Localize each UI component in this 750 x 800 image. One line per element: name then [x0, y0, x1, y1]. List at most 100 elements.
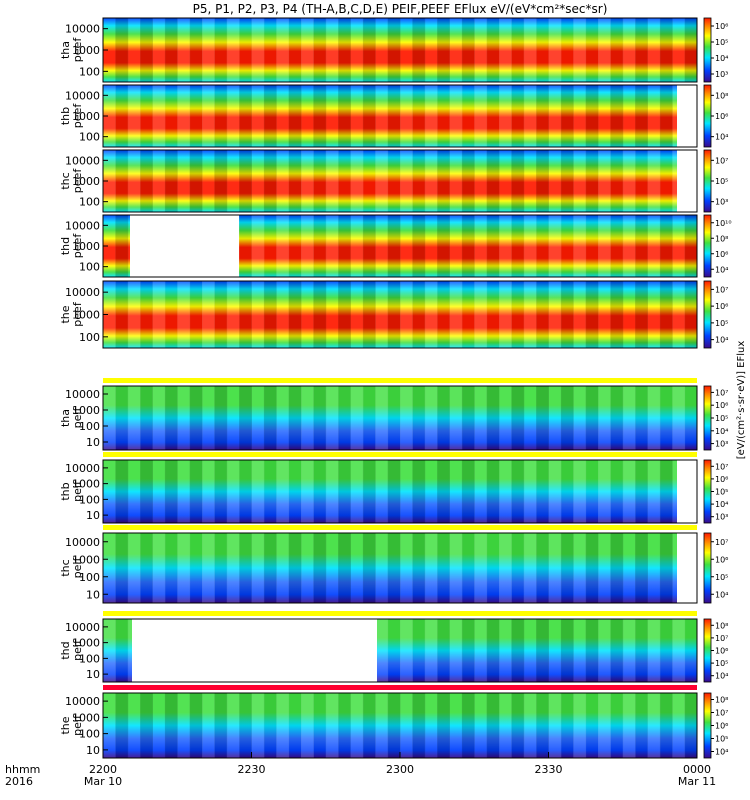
time-column	[164, 18, 178, 82]
panel-the-peif: 10000 1000 100 10 the peif 10⁸ 10⁷ 10⁶ 10⁵ 10⁴	[59, 685, 728, 759]
colorbar-tick-label: 10⁴	[715, 748, 728, 757]
time-column	[387, 386, 401, 450]
y-axis-label-quantity: peif	[71, 639, 84, 661]
time-column	[177, 533, 191, 603]
time-column	[362, 386, 376, 450]
time-column	[523, 533, 537, 603]
time-column	[647, 215, 661, 277]
time-column	[659, 619, 673, 682]
time-column	[325, 460, 339, 523]
time-column	[511, 460, 525, 523]
time-column	[189, 693, 203, 758]
colorbar	[703, 17, 712, 83]
data-gap	[677, 460, 697, 523]
time-column	[437, 150, 450, 212]
time-column	[140, 18, 153, 82]
time-column	[251, 215, 265, 277]
time-column	[387, 533, 401, 603]
colorbar-tick-label: 10⁷	[715, 285, 728, 294]
panel-thc-peif: 10000 1000 100 10 thc peif 10⁷ 10⁶ 10⁵ 10⁴	[59, 525, 728, 604]
quality-flag-bar	[103, 611, 697, 616]
time-column	[325, 215, 339, 277]
time-column	[449, 150, 463, 212]
panel-thc-peef: 10000 1000 100 thc peef 10⁷ 10⁵ 10³	[59, 149, 728, 213]
time-column	[202, 386, 215, 450]
time-column	[202, 85, 215, 147]
time-column	[659, 18, 673, 82]
data-gap	[677, 533, 697, 603]
time-column	[635, 85, 648, 147]
colorbar-tick-label: 10⁶	[715, 401, 728, 410]
time-column	[610, 619, 624, 682]
y-tick-label: 10000	[65, 23, 100, 36]
time-column	[127, 18, 141, 82]
time-column	[239, 18, 252, 82]
data-gap	[677, 150, 697, 212]
colorbar-tick-label: 10³	[715, 513, 728, 522]
colorbar-tick-label: 10³	[715, 198, 728, 207]
time-column	[536, 619, 549, 682]
time-column	[598, 281, 611, 348]
colorbar-tick-label: 10⁸	[715, 621, 728, 630]
time-column	[152, 460, 166, 523]
time-column	[325, 281, 339, 348]
colorbar-tick-label: 10³	[715, 70, 728, 79]
time-column	[560, 281, 574, 348]
panel-thb-peif: 10000 1000 100 10 thb peif 10⁷ 10⁶ 10⁵ 10⁴ 10³	[59, 452, 728, 524]
time-column	[115, 215, 129, 277]
x-tick-label-time: 2330	[535, 763, 563, 776]
time-column	[276, 460, 290, 523]
time-column	[338, 533, 351, 603]
time-column	[140, 693, 153, 758]
time-column	[659, 386, 673, 450]
time-column	[573, 386, 587, 450]
time-column	[412, 281, 426, 348]
time-column	[412, 460, 426, 523]
time-column	[189, 533, 203, 603]
y-tick-label: 100	[79, 728, 100, 741]
time-column	[239, 85, 252, 147]
y-tick-label: 100	[79, 261, 100, 274]
time-column	[362, 460, 376, 523]
time-column	[263, 18, 277, 82]
time-column	[585, 281, 599, 348]
time-column	[461, 18, 475, 82]
figure-title: P5, P1, P2, P3, P4 (TH-A,B,C,D,E) PEIF,P…	[193, 2, 608, 16]
time-column	[598, 150, 611, 212]
time-column	[437, 619, 450, 682]
time-column	[560, 386, 574, 450]
time-column	[461, 386, 475, 450]
time-column	[424, 533, 438, 603]
time-column	[684, 386, 698, 450]
time-column	[362, 150, 376, 212]
time-column	[499, 215, 512, 277]
y-tick-label: 1000	[72, 637, 100, 650]
panel-the-peef: 10000 1000 100 the peef 10⁷ 10⁶ 10⁵ 10⁴	[59, 280, 728, 349]
time-column	[499, 619, 512, 682]
time-column	[585, 460, 599, 523]
time-column	[263, 533, 277, 603]
time-column	[325, 18, 339, 82]
time-column	[350, 533, 364, 603]
time-column	[301, 460, 314, 523]
time-column	[350, 693, 364, 758]
colorbar-tick-label: 10⁴	[715, 500, 728, 509]
y-tick-label: 10000	[65, 621, 100, 634]
time-column	[511, 281, 525, 348]
time-column	[585, 215, 599, 277]
time-column	[672, 386, 686, 450]
colorbar-tick-label: 10⁶	[715, 250, 728, 259]
y-tick-label: 10000	[65, 388, 100, 401]
time-column	[672, 215, 686, 277]
time-column	[226, 150, 240, 212]
time-column	[424, 215, 438, 277]
time-column	[437, 460, 450, 523]
time-column	[548, 85, 562, 147]
time-column	[214, 693, 228, 758]
time-column	[610, 150, 624, 212]
y-tick-label: 1000	[72, 175, 100, 188]
time-column	[338, 18, 351, 82]
time-column	[437, 693, 450, 758]
colorbar-tick-label: 10⁶	[715, 647, 728, 656]
